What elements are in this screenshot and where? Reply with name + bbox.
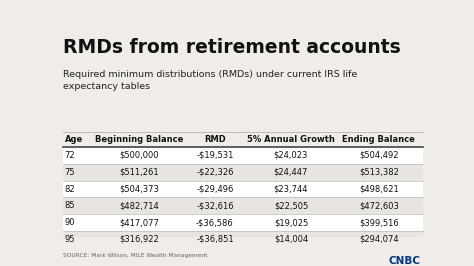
- Text: $482,714: $482,714: [119, 201, 159, 210]
- Text: $24,023: $24,023: [274, 151, 308, 160]
- Text: $14,004: $14,004: [274, 235, 308, 244]
- Text: $504,492: $504,492: [359, 151, 399, 160]
- Text: $22,505: $22,505: [274, 201, 308, 210]
- Bar: [392, 255, 395, 266]
- Bar: [63, 214, 423, 231]
- Text: $511,261: $511,261: [119, 168, 159, 177]
- Text: -$22,326: -$22,326: [196, 168, 234, 177]
- Bar: [63, 164, 423, 181]
- Bar: [63, 197, 423, 214]
- Text: 72: 72: [65, 151, 75, 160]
- Text: Ending Balance: Ending Balance: [343, 135, 415, 144]
- Text: $294,074: $294,074: [359, 235, 399, 244]
- Text: $498,621: $498,621: [359, 185, 399, 194]
- Bar: [63, 132, 423, 147]
- Text: 95: 95: [65, 235, 75, 244]
- Text: $19,025: $19,025: [274, 218, 308, 227]
- Text: $504,373: $504,373: [119, 185, 159, 194]
- Text: 82: 82: [65, 185, 75, 194]
- Bar: [374, 255, 377, 266]
- Text: $399,516: $399,516: [359, 218, 399, 227]
- Text: 5% Annual Growth: 5% Annual Growth: [247, 135, 335, 144]
- Text: Age: Age: [65, 135, 83, 144]
- Text: $513,382: $513,382: [359, 168, 399, 177]
- Text: $500,000: $500,000: [119, 151, 159, 160]
- Text: 90: 90: [65, 218, 75, 227]
- Bar: [383, 255, 386, 266]
- Text: -$36,851: -$36,851: [196, 235, 234, 244]
- Text: $24,447: $24,447: [274, 168, 308, 177]
- Text: $23,744: $23,744: [273, 185, 308, 194]
- Text: $316,922: $316,922: [119, 235, 159, 244]
- Bar: [378, 255, 382, 266]
- Text: SOURCE: Mark Wilson, MILE Wealth Management: SOURCE: Mark Wilson, MILE Wealth Managem…: [63, 253, 207, 258]
- Text: -$29,496: -$29,496: [196, 185, 234, 194]
- Bar: [387, 255, 391, 266]
- Bar: [63, 147, 423, 164]
- Bar: [63, 181, 423, 197]
- Bar: [63, 231, 423, 248]
- Text: -$32,616: -$32,616: [196, 201, 234, 210]
- Bar: [369, 255, 373, 266]
- Text: 75: 75: [65, 168, 75, 177]
- Text: $472,603: $472,603: [359, 201, 399, 210]
- Text: Required minimum distributions (RMDs) under current IRS life
expectancy tables: Required minimum distributions (RMDs) un…: [63, 70, 357, 91]
- Text: -$36,586: -$36,586: [196, 218, 234, 227]
- Text: $417,077: $417,077: [119, 218, 159, 227]
- Text: RMD: RMD: [204, 135, 226, 144]
- Text: RMDs from retirement accounts: RMDs from retirement accounts: [63, 38, 401, 57]
- Text: Beginning Balance: Beginning Balance: [95, 135, 183, 144]
- Text: 85: 85: [65, 201, 75, 210]
- Text: CNBC: CNBC: [388, 256, 420, 266]
- Text: -$19,531: -$19,531: [196, 151, 234, 160]
